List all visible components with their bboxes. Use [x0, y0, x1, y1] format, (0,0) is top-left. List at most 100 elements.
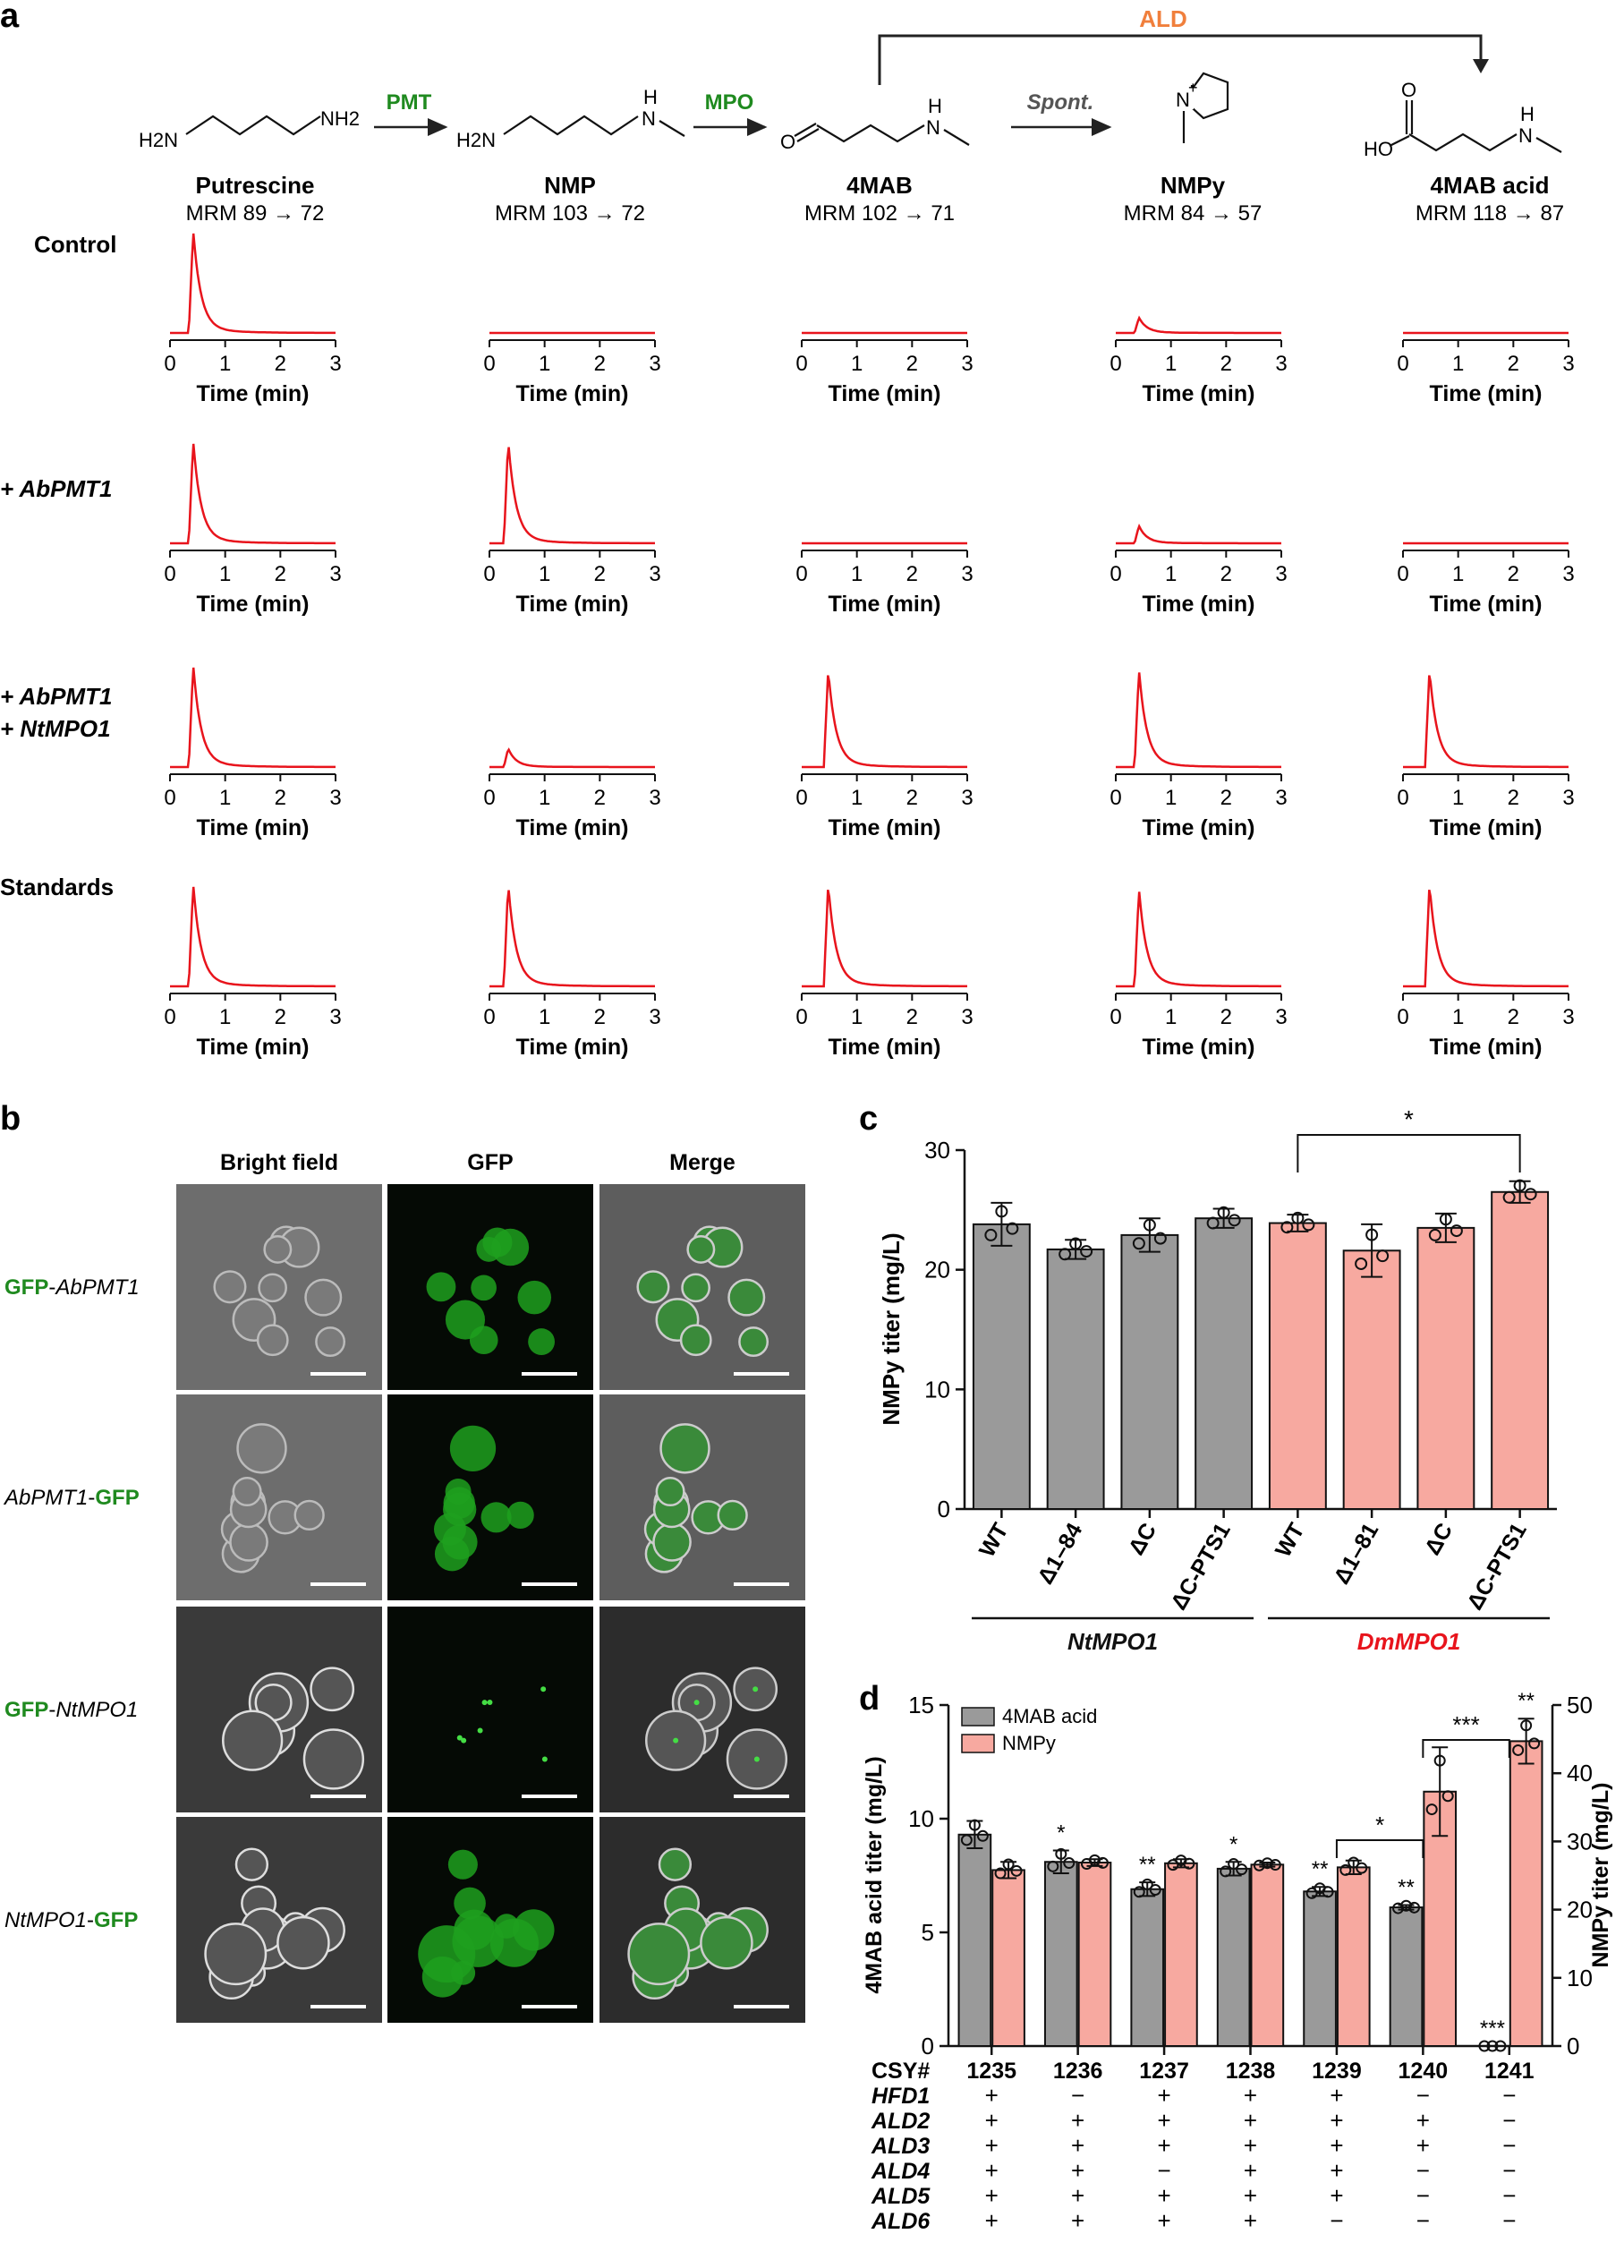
- x-tick-label: 0: [795, 1005, 807, 1029]
- compound-mrm: MRM 102 → 71: [804, 201, 955, 226]
- bar: [991, 1869, 1025, 2048]
- row-label: GFP-AbPMT1: [4, 1275, 140, 1300]
- 4mab-acid-structure: HO O N H: [1364, 79, 1562, 160]
- data-point: [1228, 1858, 1240, 1871]
- x-axis-label: Time (min): [197, 1035, 310, 1060]
- x-tick-label: 2: [1508, 562, 1519, 586]
- cell: [304, 1278, 343, 1317]
- bond-carbonyl-2: [796, 128, 820, 142]
- micrograph: [176, 1817, 382, 2023]
- cell: [256, 1324, 289, 1357]
- micrograph: [387, 1394, 593, 1600]
- putrescine-structure: H2N NH2: [139, 107, 360, 151]
- table-header: CSY#: [872, 2059, 930, 2084]
- significance-star: *: [1229, 1832, 1237, 1856]
- significance-star: ***: [1480, 2016, 1505, 2041]
- significance-star: *: [1375, 1812, 1384, 1838]
- x-tick-label: 0: [1110, 786, 1121, 810]
- bar: [1043, 1861, 1078, 2048]
- chromatogram-trace: [170, 667, 336, 769]
- x-tick-label: 1: [1452, 1005, 1464, 1029]
- chromatogram-trace: [802, 675, 967, 769]
- bond-methyl: [943, 129, 970, 146]
- x-tick-label: 2: [594, 786, 606, 810]
- chromatogram: 0 1 2 3 Time (min): [1397, 331, 1575, 406]
- micrograph: [599, 1607, 805, 1812]
- cell: [204, 1923, 268, 1986]
- bond-methyl: [659, 120, 685, 137]
- compound-name: 4MAB acid: [1431, 172, 1550, 199]
- data-point: [968, 1819, 981, 1831]
- sample-label-text: + AbPMT1: [0, 475, 112, 502]
- sample-label: Control: [34, 231, 116, 258]
- x-tick-label: 3: [1275, 1005, 1287, 1029]
- panel-letter-c: c: [859, 1100, 878, 1138]
- gene-state: +: [1071, 2107, 1084, 2134]
- x-tick-label: 1: [851, 562, 863, 586]
- y-tick-label-right: 30: [1567, 1828, 1593, 1854]
- data-point: [994, 1867, 1007, 1880]
- micrograph: [176, 1184, 382, 1390]
- label-gene: AbPMT1: [54, 1275, 139, 1300]
- x-tick-label: 1: [539, 786, 550, 810]
- gfp-cell: [471, 1275, 497, 1301]
- bar-chart-d: 0 5 10 15 0 10 20 30 40 50 4MAB acid titer (mg/L) N…: [862, 1689, 1613, 2234]
- row-label: GFP-NtMPO1: [4, 1698, 138, 1722]
- label-tag: GFP: [4, 1275, 48, 1300]
- x-tick-label: 1: [1165, 562, 1177, 586]
- x-tick-label: 0: [1397, 786, 1408, 810]
- x-tick-label: 0: [1110, 1005, 1121, 1029]
- gene-name: ALD3: [871, 2134, 930, 2159]
- y-tick-label-right: 40: [1567, 1760, 1593, 1786]
- data-point: [1183, 1857, 1195, 1870]
- data-point: [1269, 1859, 1281, 1872]
- x-tick-label: 3: [961, 562, 973, 586]
- gene-state: +: [1330, 2082, 1343, 2109]
- x-axis-label: Time (min): [829, 381, 941, 406]
- x-tick-label: 0: [164, 1005, 175, 1029]
- bond-chain: [503, 115, 639, 136]
- atom-o: O: [1401, 79, 1416, 101]
- ring: [1182, 72, 1229, 120]
- label-gene: NtMPO1: [4, 1908, 87, 1932]
- bond-chain: [185, 115, 321, 136]
- gene-state: +: [985, 2132, 999, 2159]
- x-axis-label: Time (min): [1430, 815, 1543, 840]
- sample-label: + AbPMT1: [0, 475, 112, 502]
- gene-state: −: [1502, 2207, 1516, 2234]
- y-tick-label-right: 0: [1567, 2033, 1579, 2059]
- data-point: [976, 1829, 989, 1842]
- column-header: GFP: [467, 1150, 513, 1175]
- data-point: [1055, 1847, 1067, 1860]
- chromatogram: 0 1 2 3 Time (min): [483, 747, 661, 840]
- gene-state: −: [1071, 2082, 1084, 2109]
- gene-state: +: [1244, 2157, 1257, 2184]
- micrograph-background: [176, 1394, 382, 1600]
- data-point: [1486, 2040, 1499, 2052]
- data-point: [1149, 1884, 1161, 1897]
- chromatogram: 0 1 2 3 Time (min): [483, 447, 661, 617]
- data-point: [1339, 1863, 1352, 1876]
- x-tick-label: 2: [1220, 562, 1232, 586]
- data-point: [1261, 1857, 1273, 1870]
- chromatogram: 0 1 2 3 Time (min): [795, 541, 974, 617]
- data-point: [1322, 1886, 1334, 1898]
- y-tick-label-left: 10: [908, 1805, 934, 1832]
- gene-state: +: [1071, 2182, 1084, 2209]
- compound-name: Putrescine: [196, 172, 315, 199]
- gfp-puncta: [753, 1756, 760, 1762]
- data-point: [1133, 1886, 1145, 1898]
- significance-star: **: [1312, 1857, 1329, 1881]
- merged-cell: [727, 1278, 766, 1317]
- atom-n: N: [642, 107, 656, 130]
- label-tag: GFP: [4, 1698, 48, 1722]
- gene-state: +: [985, 2207, 999, 2234]
- chromatogram: 0 1 2 3 Time (min): [1397, 541, 1575, 617]
- micrograph: [387, 1607, 593, 1812]
- x-tick-label: 2: [906, 562, 918, 586]
- gene-state: +: [1071, 2157, 1084, 2184]
- gene-state: +: [1244, 2107, 1257, 2134]
- x-tick-label: 0: [483, 562, 495, 586]
- x-tick-label: 0: [1110, 352, 1121, 376]
- data-point: [1063, 1857, 1076, 1870]
